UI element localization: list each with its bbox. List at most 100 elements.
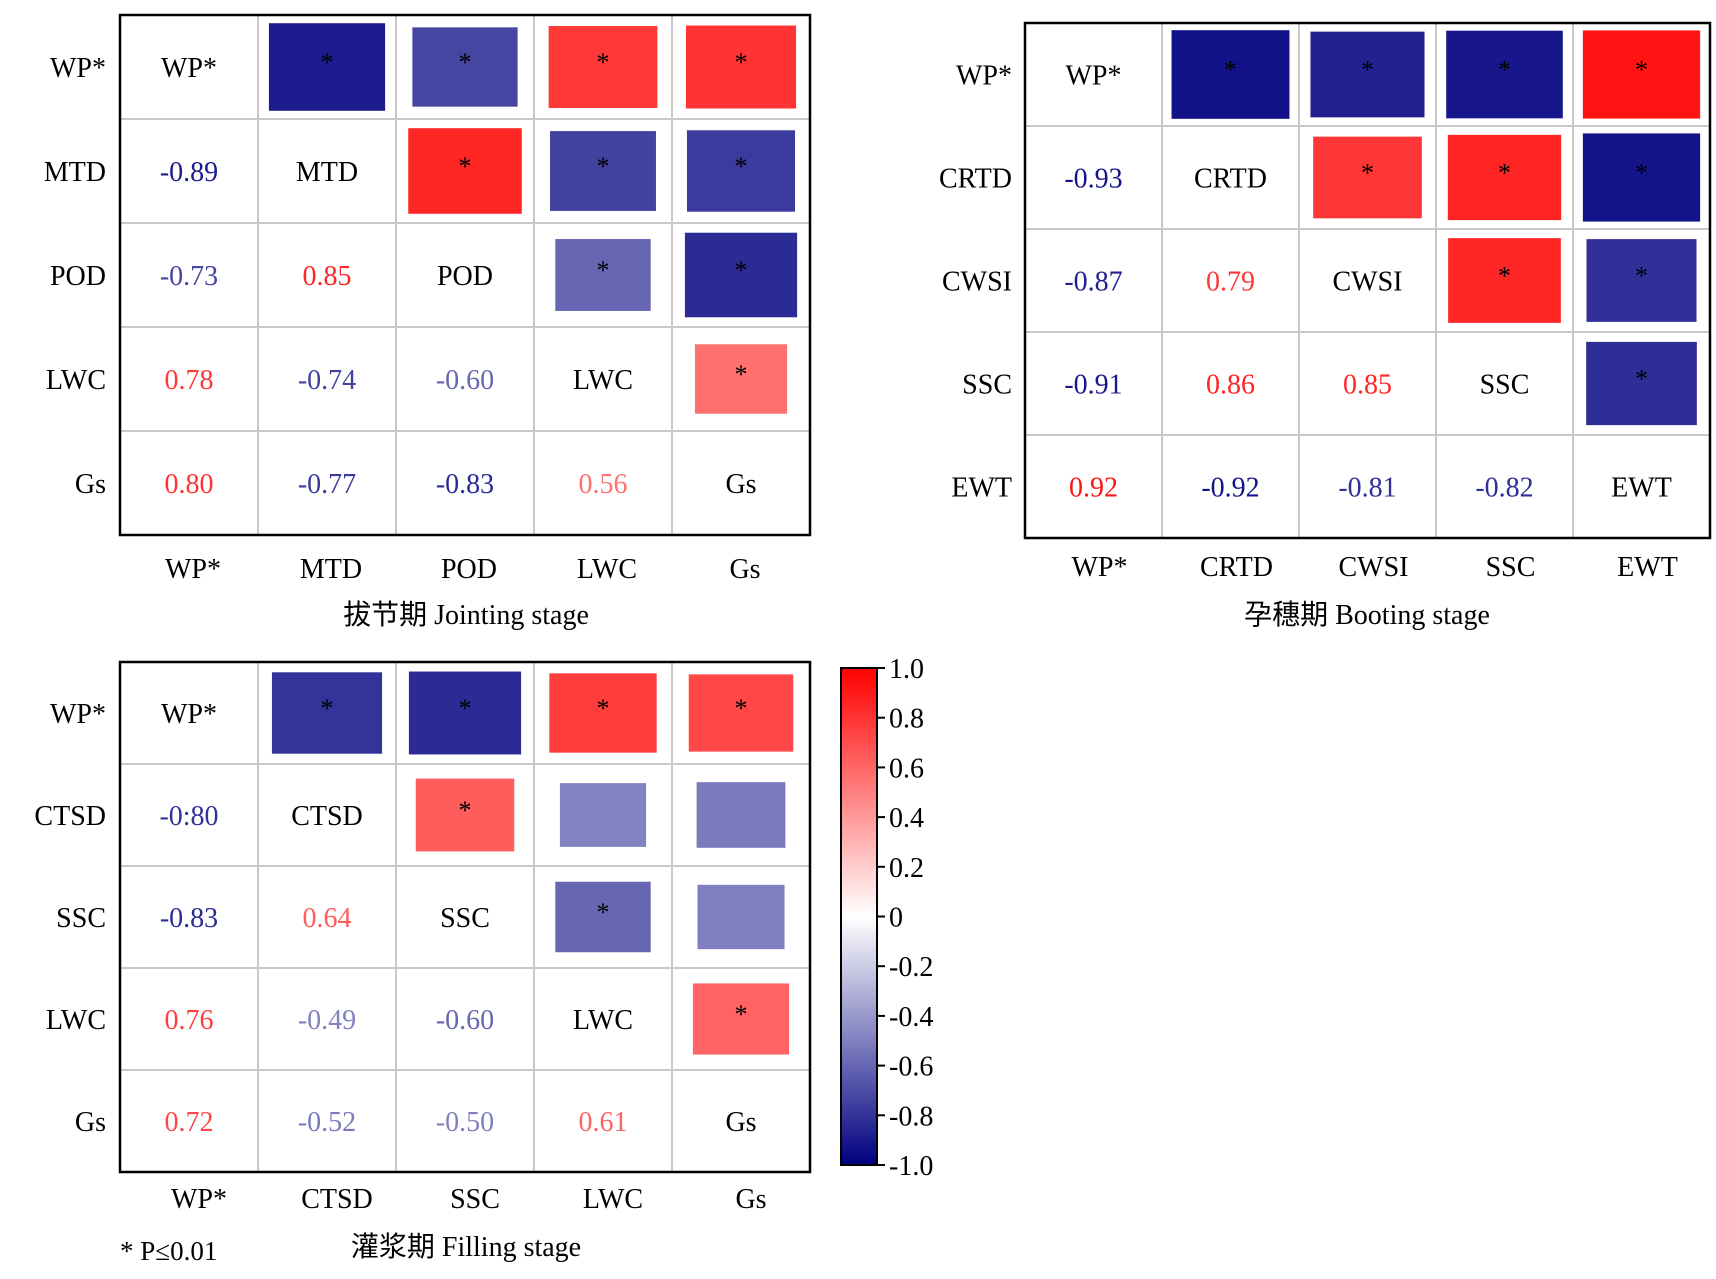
colorbar-tick-label: -0.6 [889,1052,933,1083]
y-tick-label-crtd: CRTD [939,164,1012,195]
correlation-square [550,131,656,211]
correlation-value: -0.83 [436,469,494,500]
correlation-square [696,782,786,848]
correlation-square [268,23,386,111]
diagonal-label: Gs [725,469,756,500]
correlation-square [555,881,651,953]
correlation-square [1446,30,1563,119]
x-tick-label-cwsi: CWSI [1339,552,1409,583]
significance-star: * [735,48,748,77]
correlation-value: 0.79 [1206,267,1255,298]
correlation-value: 0.85 [303,261,352,292]
correlation-square [559,783,647,847]
colorbar-tick-label: 0.2 [889,853,924,884]
colorbar-tick-label: -1.0 [889,1151,933,1182]
colorbar-gradient [841,668,877,1165]
panel-filling-stage: WP* * * * * -0:80 CTSD * -0.83 0.64 SSC * 0.76 -0.49 -… [34,660,812,1263]
correlation-square [694,344,788,414]
significance-star: * [735,1000,748,1029]
diagonal-label: CWSI [1333,267,1403,298]
diagonal-label: LWC [573,1005,633,1036]
correlation-value: -0.73 [160,261,218,292]
significance-note: * P≤0.01 [120,1236,217,1266]
diagonal-label: WP* [161,699,217,730]
correlation-value: -0.89 [160,157,218,188]
colorbar-tick-label: -0.2 [889,952,933,983]
significance-star: * [597,256,610,285]
significance-star: * [1498,262,1511,291]
correlation-value: -0.60 [436,365,494,396]
correlation-value: -0:80 [159,801,218,832]
x-tick-label-mtd: MTD [300,554,362,585]
colorbar-tick-label: 1.0 [889,654,924,685]
correlation-square [271,672,383,754]
correlation-square [692,983,790,1055]
significance-star: * [1498,159,1511,188]
correlation-value: -0.49 [298,1005,356,1036]
correlation-square [408,671,522,755]
y-tick-label-lwc: LWC [46,1005,106,1036]
diagonal-label: POD [437,261,493,292]
panel-booting-stage: WP* * * * * -0.93 CRTD * * * -0.87 0.79 CWSI * * -0.91 0… [939,21,1712,631]
x-tick-label-lwc: LWC [577,554,637,585]
correlation-value: 0.61 [579,1107,628,1138]
y-tick-label-wp: WP* [956,61,1012,92]
correlation-value: -0.81 [1338,473,1396,504]
significance-star: * [735,694,748,723]
x-tick-label-wp: WP* [171,1184,227,1215]
significance-star: * [597,694,610,723]
correlation-square [686,130,796,212]
correlation-square [1582,30,1701,119]
significance-star: * [1635,262,1648,291]
correlation-value: -0.77 [298,469,356,500]
y-tick-label-mtd: MTD [44,157,106,188]
correlation-value: -0.87 [1064,267,1122,298]
x-tick-label-ssc: SSC [1486,552,1536,583]
panel-title: 拔节期 Jointing stage [343,599,589,631]
y-tick-label-cwsi: CWSI [942,267,1012,298]
significance-star: * [597,152,610,181]
correlation-value: -0.50 [436,1107,494,1138]
y-tick-label-wp: WP* [50,699,106,730]
significance-star: * [1635,56,1648,85]
x-tick-label-gs: Gs [729,554,760,585]
diagonal-label: EWT [1611,473,1672,504]
x-tick-label-pod: POD [441,554,497,585]
x-tick-label-crtd: CRTD [1200,552,1273,583]
correlation-square [684,232,798,318]
correlation-value: -0.93 [1064,164,1122,195]
x-tick-label-gs: Gs [735,1184,766,1215]
significance-star: * [459,48,472,77]
x-tick-label-wp: WP* [1072,552,1128,583]
correlation-square [697,884,785,950]
colorbar-tick-label: 0.8 [889,704,924,735]
x-tick-label-wp: WP* [165,554,221,585]
colorbar-tick-label: 0.4 [889,803,924,834]
significance-star: * [1635,159,1648,188]
significance-star: * [1498,56,1511,85]
colorbar-tick-label: -0.4 [889,1002,933,1033]
correlation-value: -0.74 [298,365,356,396]
significance-star: * [321,48,334,77]
panel-jointing-stage: WP* * * * * -0.89 MTD * * * -0.73 0.85 POD * * 0.78 -0.7… [44,13,812,631]
correlation-square [1171,30,1290,119]
significance-star: * [459,796,472,825]
x-tick-label-ssc: SSC [450,1184,500,1215]
correlation-value: 0.72 [165,1107,214,1138]
correlation-square [408,128,522,214]
correlation-value: 0.56 [579,469,628,500]
diagonal-label: Gs [725,1107,756,1138]
correlation-value: 0.80 [165,469,214,500]
correlation-value: -0.82 [1475,473,1533,504]
y-tick-label-gs: Gs [75,469,106,500]
diagonal-label: SSC [440,903,490,934]
significance-star: * [597,898,610,927]
correlation-square [1310,31,1425,118]
significance-star: * [735,256,748,285]
significance-star: * [459,152,472,181]
y-tick-label-ewt: EWT [951,473,1012,504]
x-tick-label-ctsd: CTSD [301,1184,373,1215]
correlation-value: -0.83 [160,903,218,934]
correlation-square [412,27,518,107]
correlation-value: 0.86 [1206,370,1255,401]
